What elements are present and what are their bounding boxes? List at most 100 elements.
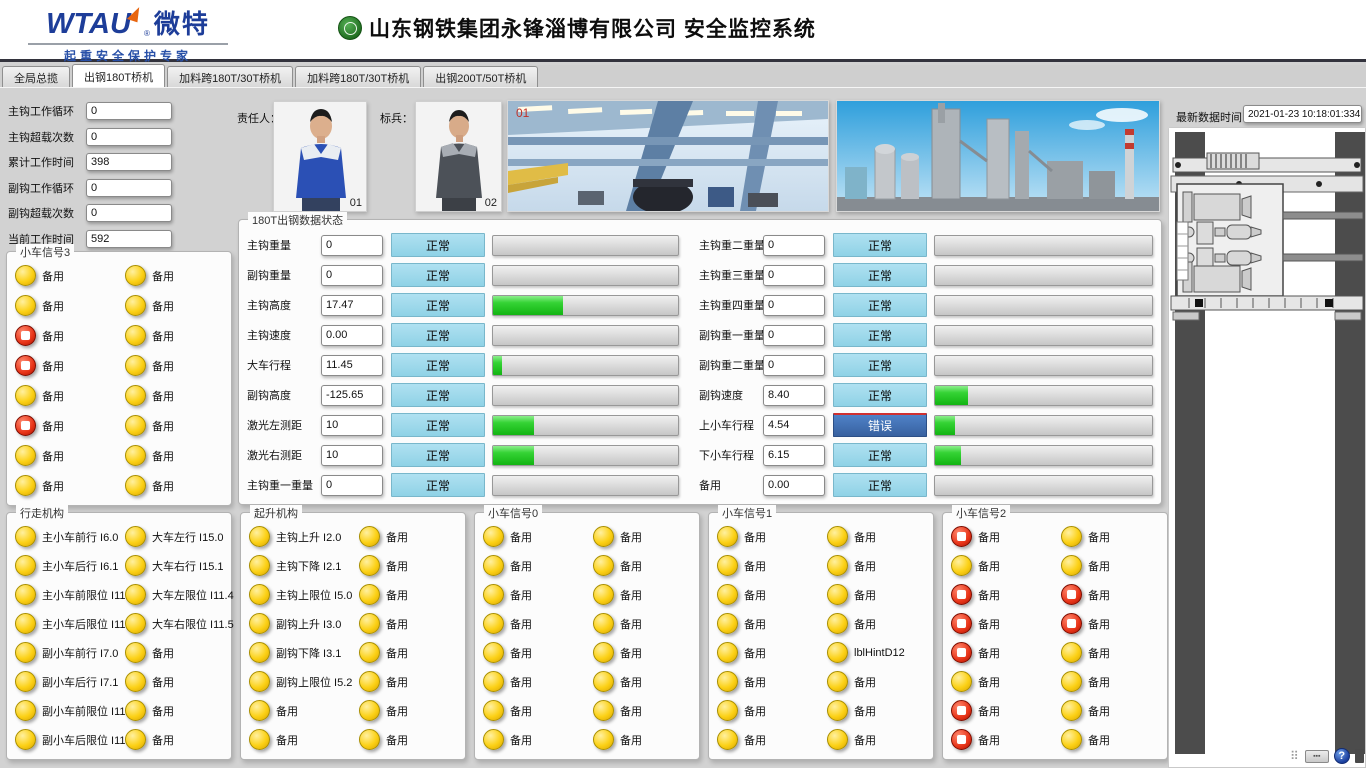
status-button-normal[interactable]: 正常 [833, 293, 927, 317]
status-button-normal[interactable]: 正常 [833, 233, 927, 257]
status-button-normal[interactable]: 正常 [833, 263, 927, 287]
data-status-value-field[interactable]: 8.40 [763, 384, 825, 406]
light-row: 备用 [717, 584, 766, 605]
data-status-value-field[interactable]: 0 [763, 264, 825, 286]
light-row: 备用 [717, 671, 766, 692]
status-button-normal[interactable]: 正常 [391, 443, 485, 467]
light-label: 备用 [744, 618, 766, 631]
window-handle-icon[interactable] [1354, 749, 1364, 763]
tab-bar: 全局总揽 出钢180T桥机 加料跨180T/30T桥机 加料跨180T/30T桥机 出钢… [0, 64, 1366, 88]
data-status-value-field[interactable]: 11.45 [321, 354, 383, 376]
indicator-light-yellow [1061, 642, 1082, 663]
data-status-value-field[interactable]: 0 [321, 264, 383, 286]
status-button-normal[interactable]: 正常 [391, 353, 485, 377]
light-label: 备用 [744, 589, 766, 602]
light-row: 备用 [717, 613, 766, 634]
data-status-value-field[interactable]: 0 [763, 354, 825, 376]
data-status-row: 上小车行程 4.54 错误 [699, 413, 1153, 437]
stat-value-field[interactable]: 592 [86, 229, 172, 248]
data-status-value-field[interactable]: 0 [763, 234, 825, 256]
status-button-normal[interactable]: 正常 [833, 383, 927, 407]
latest-data-time-field[interactable]: 2021-01-23 10:18:01:334 [1243, 105, 1362, 123]
status-button-normal[interactable]: 正常 [391, 233, 485, 257]
light-row: 备用 [359, 613, 408, 634]
data-status-value-field[interactable]: -125.65 [321, 384, 383, 406]
light-label: 备用 [854, 618, 876, 631]
data-status-value-field[interactable]: 0 [763, 294, 825, 316]
indicator-light-yellow [1061, 700, 1082, 721]
indicator-light-red [15, 325, 36, 346]
status-button-normal[interactable]: 正常 [391, 473, 485, 497]
stat-value-field[interactable]: 398 [86, 153, 172, 172]
data-status-value-field[interactable]: 10 [321, 414, 383, 436]
indicator-light-yellow [15, 475, 36, 496]
data-status-value-field[interactable]: 4.54 [763, 414, 825, 436]
tab-3[interactable]: 加料跨180T/30T桥机 [295, 66, 422, 87]
light-label: 主小车后行 I6.1 [42, 560, 119, 573]
status-button-normal[interactable]: 正常 [391, 323, 485, 347]
crane-schematic [1168, 127, 1366, 768]
light-label: 副小车前限位 I11.2 [42, 705, 135, 718]
indicator-light-yellow [359, 555, 380, 576]
indicator-light-yellow [1061, 526, 1082, 547]
data-status-row: 副钩速度 8.40 正常 [699, 383, 1153, 407]
data-status-value-field[interactable]: 0.00 [321, 324, 383, 346]
light-label: 备用 [152, 300, 174, 313]
indicator-light-yellow [359, 526, 380, 547]
progress-bar-fill [935, 415, 955, 435]
data-status-value-field[interactable]: 10 [321, 444, 383, 466]
light-row: 备用 [359, 555, 408, 576]
status-button-normal[interactable]: 正常 [833, 353, 927, 377]
light-label: 备用 [386, 618, 408, 631]
pacesetter-label: 标兵： [380, 113, 413, 125]
data-status-value-field[interactable]: 0 [321, 474, 383, 496]
indicator-light-yellow [593, 613, 614, 634]
status-button-error[interactable]: 错误 [833, 413, 927, 437]
light-row: 备用 [951, 642, 1000, 663]
data-status-value-field[interactable]: 0 [321, 234, 383, 256]
help-icon[interactable]: ? [1333, 748, 1350, 764]
light-column: 备用 备用 备用 备用 备用 备用 备用 备用 [593, 526, 642, 750]
data-status-value-field[interactable]: 6.15 [763, 444, 825, 466]
light-label: 备用 [386, 589, 408, 602]
light-label: 备用 [1088, 734, 1110, 747]
data-status-row: 备用 0.00 正常 [699, 473, 1153, 497]
indicator-light-red [15, 355, 36, 376]
data-status-value-field[interactable]: 17.47 [321, 294, 383, 316]
status-button-normal[interactable]: 正常 [833, 323, 927, 347]
stat-value-field[interactable]: 0 [86, 204, 172, 223]
progress-bar-fill [493, 445, 534, 465]
stat-value-field[interactable]: 0 [86, 127, 172, 146]
status-button-normal[interactable]: 正常 [391, 413, 485, 437]
indicator-light-yellow [827, 700, 848, 721]
light-label: 大车右限位 I11.5 [152, 618, 234, 631]
status-button-normal[interactable]: 正常 [391, 263, 485, 287]
data-status-value-field[interactable]: 0.00 [763, 474, 825, 496]
data-status-value-field[interactable]: 0 [763, 324, 825, 346]
stat-row: 主钩工作循环 0 [8, 102, 233, 120]
tab-0[interactable]: 全局总揽 [2, 66, 70, 87]
tab-1[interactable]: 出钢180T桥机 [72, 64, 166, 87]
light-label: 备用 [1088, 560, 1110, 573]
tab-2[interactable]: 加料跨180T/30T桥机 [167, 66, 294, 87]
status-button-normal[interactable]: 正常 [391, 293, 485, 317]
pacesetter-photo: 02 [415, 101, 502, 212]
status-button-normal[interactable]: 正常 [833, 473, 927, 497]
stat-value-field[interactable]: 0 [86, 102, 172, 120]
indicator-light-yellow [483, 729, 504, 750]
light-label: 副小车后限位 I11.3 [42, 734, 135, 747]
light-label: 备用 [510, 560, 532, 573]
photo-number: 02 [484, 197, 497, 209]
status-button-normal[interactable]: 正常 [391, 383, 485, 407]
stat-value-field[interactable]: 0 [86, 178, 172, 197]
light-label: 备用 [386, 676, 408, 689]
status-button-normal[interactable]: 正常 [833, 443, 927, 467]
indicator-light-yellow [125, 613, 146, 634]
light-label: 备用 [978, 676, 1000, 689]
stat-label: 主钩工作循环 [8, 106, 74, 118]
keyboard-icon[interactable]: ▪▪▪ [1304, 749, 1329, 763]
tab-4[interactable]: 出钢200T/50T桥机 [423, 66, 539, 87]
indicator-light-yellow [827, 671, 848, 692]
grip-dots-icon[interactable]: ⠿ [1290, 749, 1300, 763]
light-row: 备用 [15, 355, 64, 376]
